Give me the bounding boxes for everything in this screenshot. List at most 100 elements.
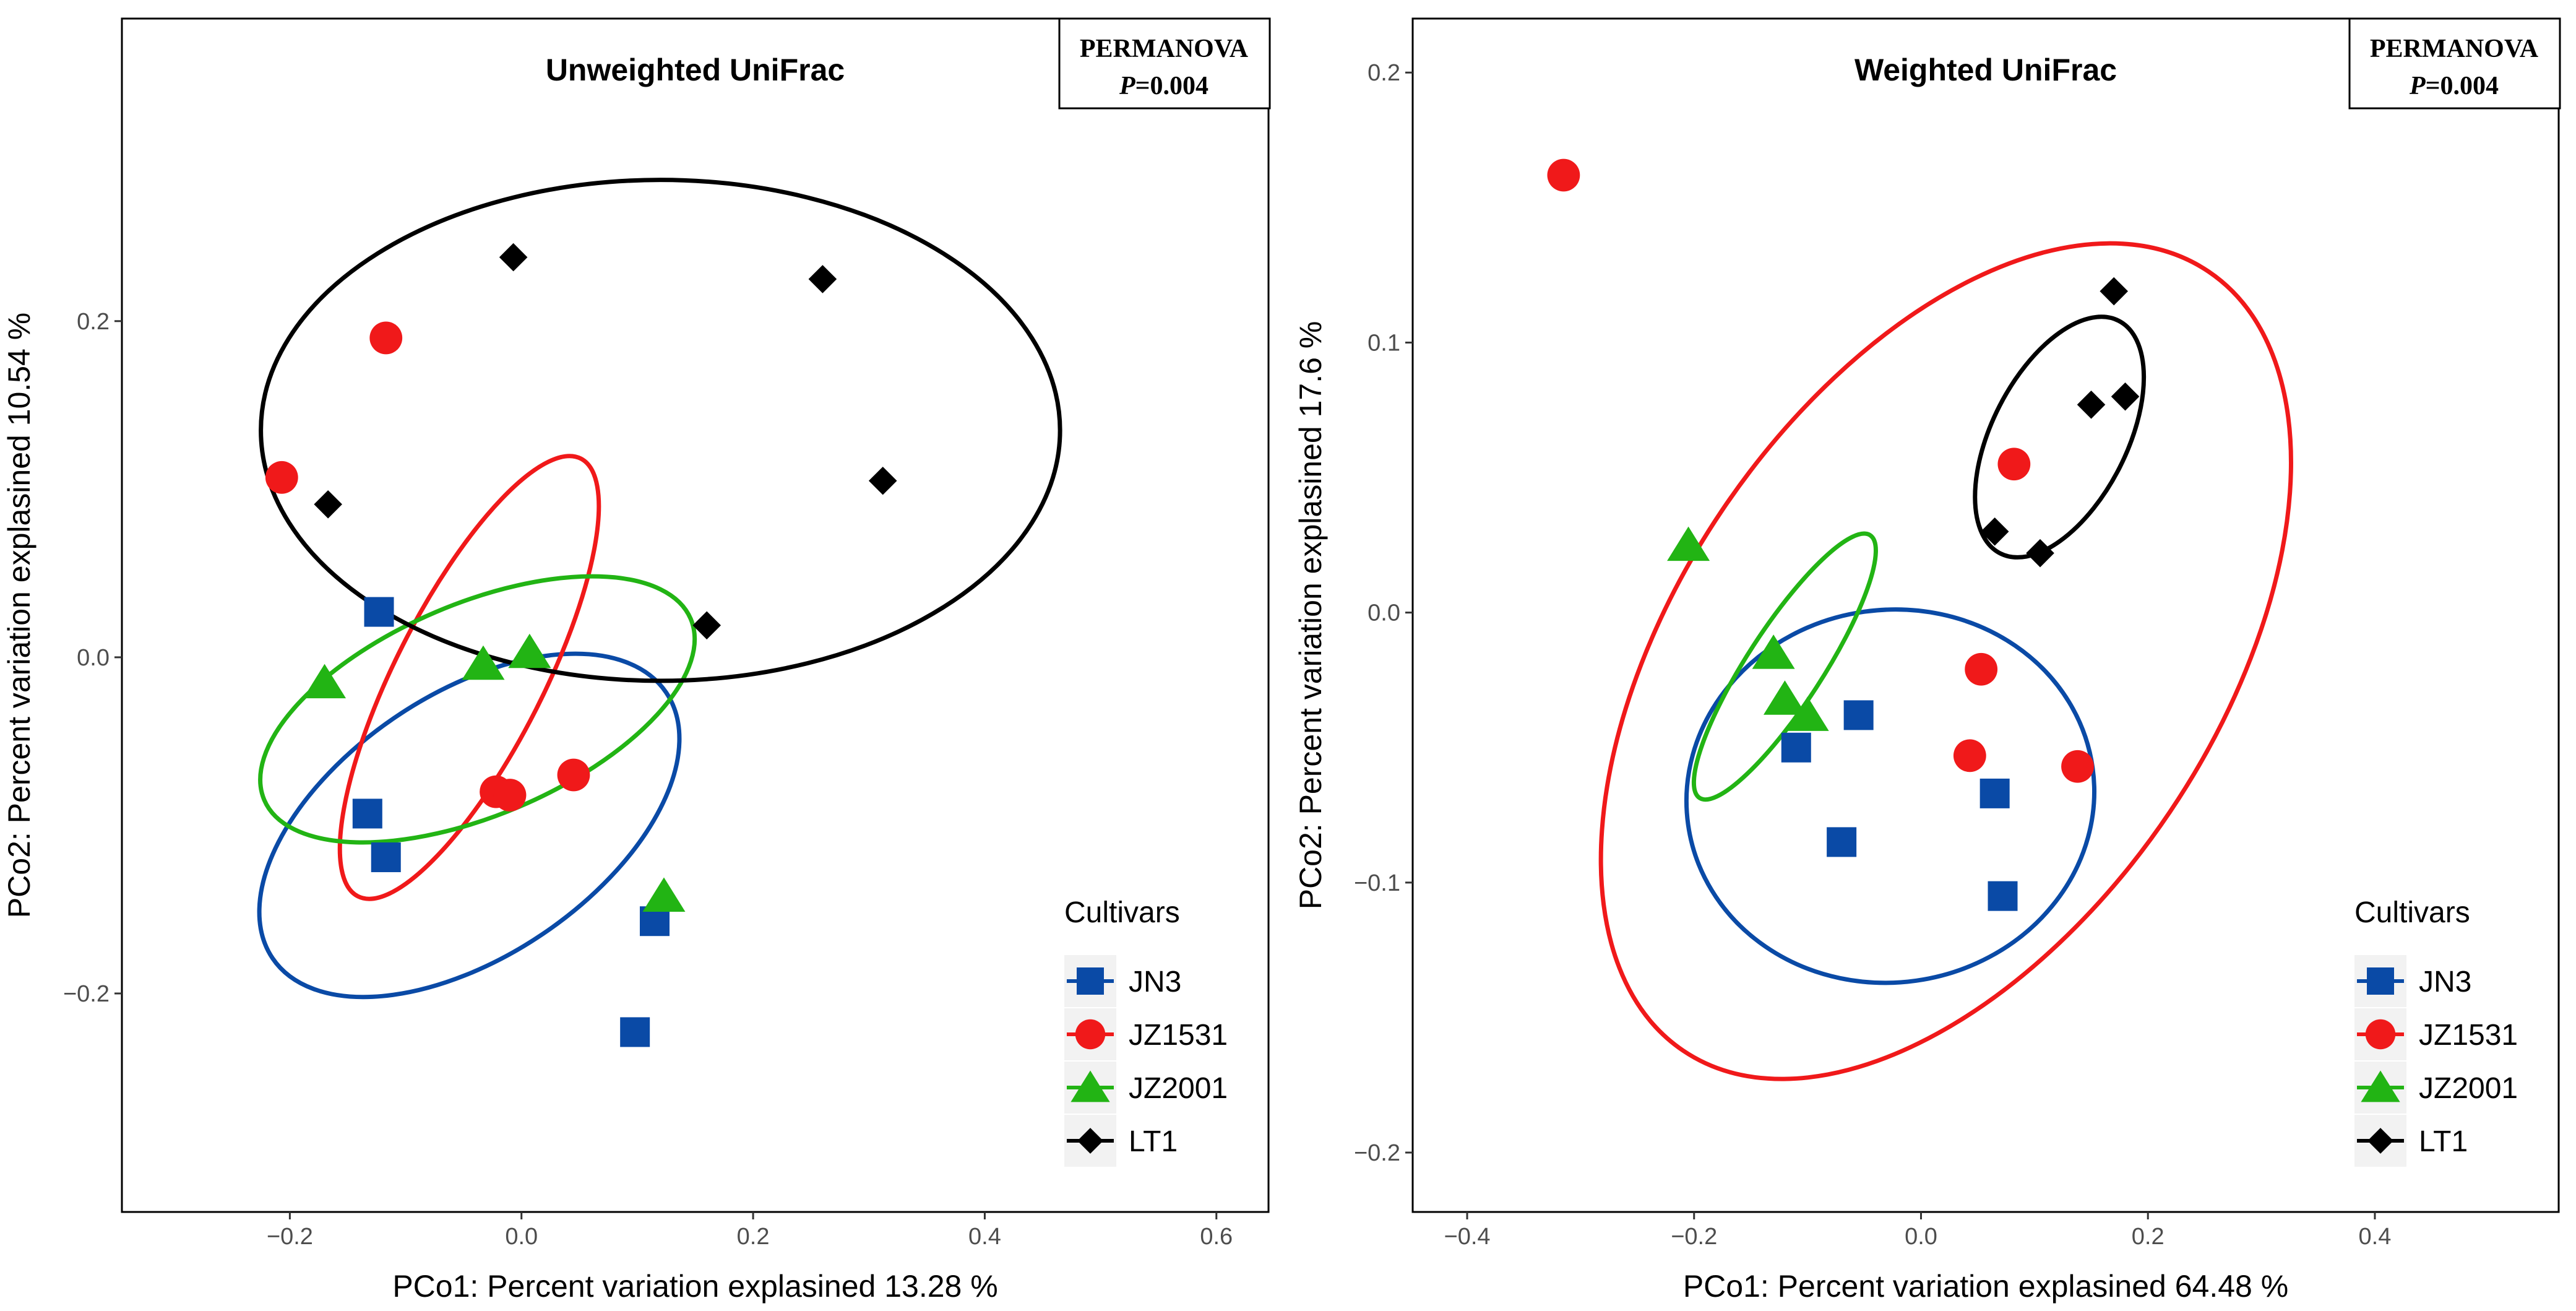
annotation-box [2348, 17, 2561, 110]
point-jn3 [352, 798, 382, 829]
panel-weighted-unifrac: −0.4 −0.2 0.0 0.2 0.4 −0.2 −0.1 0.0 0.1 0.2 PCo1: … [1293, 17, 2561, 1304]
x-tick-label: 0.2 [737, 1224, 770, 1250]
point-lt1 [499, 243, 528, 272]
point-lt1 [2100, 277, 2129, 306]
y-tick-label: 0.1 [1368, 330, 1400, 356]
x-tick-label: −0.4 [1444, 1224, 1491, 1250]
legend-label: JN3 [1129, 966, 1181, 998]
point-lt1 [2026, 539, 2054, 568]
legend-label: LT1 [1129, 1125, 1178, 1158]
series-jz1531 [1547, 158, 2094, 783]
x-tick-label: 0.4 [968, 1224, 1001, 1250]
point-jz2001 [642, 877, 686, 912]
point-jz1531 [1965, 652, 1998, 686]
legend-label: LT1 [2419, 1125, 2468, 1158]
point-jz1531 [1997, 448, 2031, 481]
y-axis-label: PCo2: Percent variation explasined 17.6 … [1293, 321, 1328, 910]
point-jn3 [1988, 881, 2018, 911]
point-jn3 [371, 842, 401, 873]
legend-label: JZ2001 [1129, 1072, 1228, 1105]
legend-item-jn3: JN3 [2354, 955, 2471, 1007]
annotation-test-name: PERMANOVA [2370, 35, 2539, 63]
x-tick-label: 0.0 [1905, 1224, 1937, 1250]
point-jn3 [1843, 700, 1874, 730]
legend-key-marker [1077, 967, 1104, 995]
point-lt1 [314, 490, 342, 519]
x-tick-label: −0.2 [1671, 1224, 1717, 1250]
legend-key-marker [2367, 1128, 2393, 1154]
ellipse-jn3 [257, 651, 682, 1000]
point-lt1 [2077, 390, 2106, 419]
annotation-box [1058, 17, 1271, 110]
series-jz2001 [303, 633, 686, 912]
panel-unweighted-unifrac: −0.2 0.0 0.2 0.4 0.6 −0.2 0.0 0.2 PCo1: Percent … [2, 17, 1271, 1304]
point-jn3 [1979, 778, 2010, 808]
series-jz1531 [265, 321, 590, 811]
series-jz2001 [1667, 526, 1829, 731]
legend-title: Cultivars [2354, 896, 2470, 929]
legend-item-jz2001: JZ2001 [2354, 1062, 2518, 1114]
point-jz1531 [557, 758, 590, 792]
legend-item-jz1531: JZ1531 [2354, 1008, 2518, 1060]
legend-label: JZ2001 [2419, 1072, 2518, 1105]
legend-item-jz1531: JZ1531 [1064, 1008, 1228, 1060]
point-jz1531 [265, 461, 298, 494]
legend-item-jz2001: JZ2001 [1064, 1062, 1228, 1114]
point-jz2001 [1667, 526, 1710, 561]
ellipse-jz1531 [337, 454, 601, 901]
series-lt1 [1980, 277, 2140, 568]
y-tick-label: −0.1 [1354, 870, 1400, 896]
y-tick-label: 0.0 [1368, 600, 1400, 626]
legend-item-lt1: LT1 [1064, 1115, 1178, 1167]
annotation-p-value: P=0.004 [2409, 72, 2499, 100]
x-tick-label: 0.0 [505, 1224, 538, 1250]
legend-item-jn3: JN3 [1064, 955, 1181, 1007]
annotation-test-name: PERMANOVA [1080, 35, 1249, 63]
x-axis-label: PCo1: Percent variation explasined 64.48… [1683, 1269, 2288, 1304]
series-jn3 [1781, 700, 2018, 911]
point-jz1531 [1953, 739, 1986, 772]
ellipse-lt1 [1973, 314, 2147, 560]
point-lt1 [808, 265, 837, 293]
point-jz1531 [1547, 158, 1580, 192]
point-lt1 [2111, 382, 2140, 411]
permanova-annotation: PERMANOVA P=0.004 [2348, 17, 2561, 110]
point-jz1531 [493, 779, 527, 811]
y-tick-label: −0.2 [63, 981, 110, 1007]
chart-title: Weighted UniFrac [1854, 53, 2117, 87]
x-tick-label: 0.4 [2359, 1224, 2392, 1250]
point-jn3 [1781, 732, 1811, 763]
y-tick-label: 0.0 [77, 645, 110, 671]
series-lt1 [314, 243, 897, 640]
point-jz2001 [508, 633, 551, 668]
legend: Cultivars JN3 JZ1531 JZ2001 LT1 [2354, 896, 2518, 1167]
legend-title: Cultivars [1064, 896, 1180, 929]
legend-key-marker [2361, 1070, 2400, 1102]
legend-key-marker [1077, 1128, 1103, 1154]
x-tick-label: 0.6 [1200, 1224, 1233, 1250]
legend-item-lt1: LT1 [2354, 1115, 2468, 1167]
ellipse-lt1 [259, 178, 1062, 683]
point-jz2001 [1786, 696, 1829, 731]
x-tick-label: −0.2 [267, 1224, 313, 1250]
point-lt1 [868, 466, 897, 495]
legend-label: JN3 [2419, 966, 2471, 998]
point-jz2001 [1752, 634, 1795, 669]
annotation-p-value: P=0.004 [1119, 72, 1208, 100]
legend-label: JZ1531 [2419, 1019, 2518, 1052]
legend: Cultivars JN3 JZ1531 JZ2001 LT1 [1064, 896, 1228, 1167]
y-tick-label: −0.2 [1354, 1140, 1400, 1166]
point-jz2001 [303, 664, 347, 699]
point-jz1531 [2061, 750, 2094, 783]
permanova-annotation: PERMANOVA P=0.004 [1058, 17, 1271, 110]
series-jn3 [352, 597, 670, 1047]
legend-key-marker [1070, 1070, 1110, 1102]
chart-title: Unweighted UniFrac [546, 53, 845, 87]
legend-key-marker [1075, 1019, 1106, 1050]
x-tick-label: 0.2 [2132, 1224, 2165, 1250]
point-lt1 [692, 611, 722, 640]
x-axis-label: PCo1: Percent variation explasined 13.28… [392, 1269, 997, 1304]
legend-key-marker [2367, 967, 2394, 995]
point-jn3 [620, 1017, 650, 1047]
